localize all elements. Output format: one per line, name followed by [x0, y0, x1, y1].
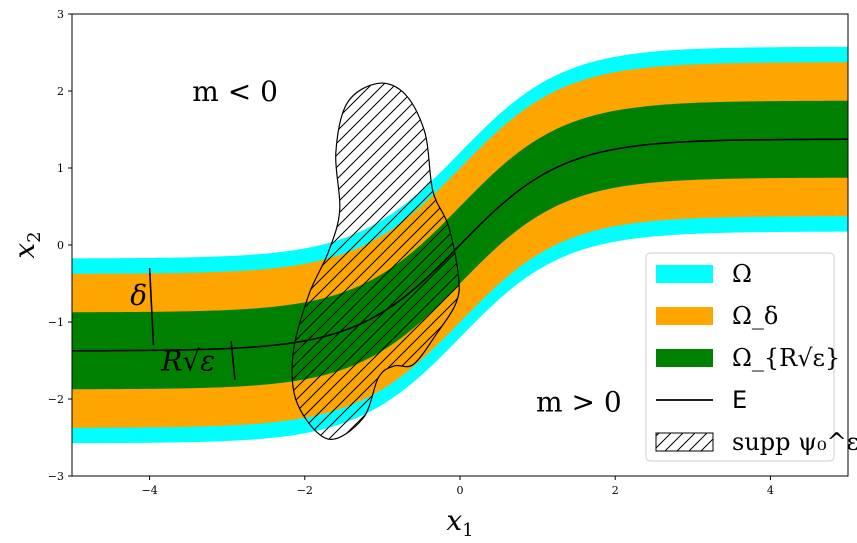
- legend-label-2: Ω_{R√ε}: [732, 344, 840, 372]
- legend-swatch-0: [656, 265, 713, 283]
- legend-swatch-1: [656, 307, 713, 325]
- x-tick-label: 4: [767, 484, 774, 497]
- x-tick-label: 2: [612, 484, 619, 497]
- y-axis-label: x2: [8, 231, 45, 258]
- legend-box: [645, 252, 835, 462]
- measure-lines: [148, 268, 236, 380]
- plot-area: m < 0 m > 0 δ R√ε: [72, 46, 848, 444]
- x-tick-label: −2: [297, 484, 313, 497]
- annotations: m < 0 m > 0 δ R√ε: [130, 75, 621, 418]
- y-tick-label: 1: [57, 162, 64, 175]
- legend-label-3: E: [732, 386, 747, 414]
- legend-label-0: Ω: [732, 260, 752, 288]
- legend-label-1: Ω_δ: [732, 302, 778, 330]
- curve-e-line: [72, 138, 848, 352]
- measure-line-1: [230, 341, 236, 380]
- x-axis-label: x1: [446, 504, 473, 541]
- y-tick-label: −3: [48, 470, 64, 483]
- support-region: [291, 82, 460, 440]
- measure-line-0: [148, 268, 155, 346]
- annotation-3: R√ε: [160, 345, 215, 378]
- legend-swatch-2: [656, 349, 713, 367]
- y-tick-label: 2: [57, 85, 64, 98]
- x-tick-label: 0: [457, 484, 464, 497]
- y-tick-label: −1: [48, 316, 64, 329]
- legend-swatch-4: [655, 432, 714, 452]
- y-axis-ticks: −3 −2 −1 0 1 2 3: [48, 8, 72, 483]
- annotation-0: m < 0: [192, 75, 278, 108]
- annotation-1: m > 0: [536, 385, 622, 418]
- y-tick-label: 0: [57, 239, 64, 252]
- y-tick-label: 3: [57, 8, 64, 21]
- legend-label-4: supp ψ₀^ε: [732, 428, 857, 456]
- x-tick-label: −4: [141, 484, 157, 497]
- y-tick-label: −2: [48, 393, 64, 406]
- x-axis-ticks: −4 −2 0 2 4: [141, 476, 774, 497]
- annotation-2: δ: [130, 279, 147, 312]
